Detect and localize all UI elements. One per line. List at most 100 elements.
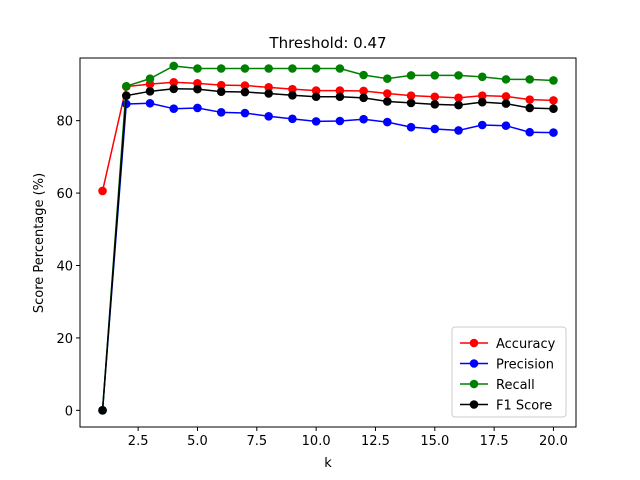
x-tick-label: 17.5 <box>480 434 509 449</box>
x-tick-label: 10.0 <box>302 434 331 449</box>
data-point <box>359 86 368 96</box>
data-point <box>501 75 511 84</box>
data-point <box>525 75 535 84</box>
data-point <box>264 89 273 98</box>
chart-title: Threshold: 0.47 <box>268 34 386 52</box>
y-tick-label: 20 <box>56 332 73 347</box>
x-tick-label: 7.5 <box>246 434 267 449</box>
data-point <box>383 117 392 127</box>
data-point <box>406 91 416 100</box>
data-point <box>359 70 368 80</box>
data-point <box>264 112 273 121</box>
data-point <box>454 93 463 103</box>
x-tick-label: 12.5 <box>361 434 390 449</box>
data-point <box>121 91 131 100</box>
data-point <box>430 100 440 109</box>
x-tick-label: 20.0 <box>539 434 568 449</box>
data-point <box>454 71 463 80</box>
data-point <box>359 114 368 124</box>
data-point <box>145 98 155 108</box>
data-point <box>216 80 226 90</box>
data-point <box>264 83 273 92</box>
data-point <box>406 98 416 108</box>
data-point <box>430 124 440 134</box>
data-point <box>193 103 202 113</box>
data-point <box>406 71 416 80</box>
data-point <box>549 76 558 85</box>
data-point <box>383 89 392 98</box>
plot-frame <box>79 57 577 428</box>
data-point <box>216 108 226 117</box>
x-tick-label: 2.5 <box>128 434 149 449</box>
data-point <box>169 84 179 94</box>
legend-label: Accuracy <box>496 337 556 352</box>
data-point <box>525 103 535 113</box>
y-tick-label: 0 <box>65 404 73 419</box>
data-point <box>311 86 321 95</box>
data-point <box>501 99 511 108</box>
data-point <box>216 87 226 96</box>
data-point <box>264 64 273 73</box>
data-point <box>359 93 368 103</box>
series-f1-score <box>98 84 558 415</box>
series-accuracy <box>98 77 558 196</box>
data-point <box>430 92 440 102</box>
x-tick-label: 15.0 <box>420 434 449 449</box>
y-tick-label: 80 <box>56 115 73 130</box>
data-point <box>288 114 297 124</box>
data-point <box>549 104 558 113</box>
data-point <box>501 92 511 101</box>
data-point <box>501 121 511 131</box>
data-point <box>454 126 463 135</box>
data-point <box>169 77 179 87</box>
series-precision <box>98 98 558 415</box>
y-tick-label: 60 <box>56 187 73 202</box>
legend-swatch-marker <box>469 400 479 409</box>
data-point <box>240 81 250 90</box>
data-point <box>454 100 463 110</box>
legend-label: Precision <box>496 358 554 373</box>
data-point <box>193 64 202 73</box>
data-point <box>288 90 297 100</box>
data-point <box>311 117 321 126</box>
data-point <box>288 84 297 94</box>
data-point <box>193 84 202 94</box>
data-point <box>525 127 535 137</box>
data-point <box>98 186 107 196</box>
legend-item: Accuracy <box>460 337 556 352</box>
data-point <box>477 97 487 107</box>
data-point <box>383 97 392 106</box>
data-point <box>311 64 321 73</box>
data-point <box>240 64 250 73</box>
data-point <box>477 72 487 82</box>
data-point <box>477 120 487 130</box>
y-axis-label: Score Percentage (%) <box>32 173 47 313</box>
data-point <box>406 122 416 132</box>
legend-swatch-marker <box>469 359 479 368</box>
data-point <box>430 71 440 80</box>
data-point <box>549 96 558 105</box>
data-point <box>335 92 345 102</box>
data-point <box>335 116 345 126</box>
data-point <box>145 74 155 83</box>
data-point <box>240 108 250 118</box>
data-point <box>240 87 250 97</box>
data-point <box>121 81 131 91</box>
data-point <box>216 64 226 73</box>
legend-item: Precision <box>460 358 554 373</box>
y-tick-label: 40 <box>56 259 73 274</box>
x-axis-label: k <box>324 456 332 471</box>
legend-item: Recall <box>460 378 535 393</box>
legend-box <box>451 326 567 418</box>
data-point <box>549 128 558 137</box>
data-point <box>169 61 179 71</box>
legend-label: Recall <box>496 378 535 393</box>
data-point <box>525 95 535 104</box>
legend-swatch-marker <box>469 338 479 348</box>
data-point <box>335 86 345 95</box>
data-point <box>169 104 179 113</box>
data-point <box>477 91 487 100</box>
legend-label: F1 Score <box>496 399 552 414</box>
